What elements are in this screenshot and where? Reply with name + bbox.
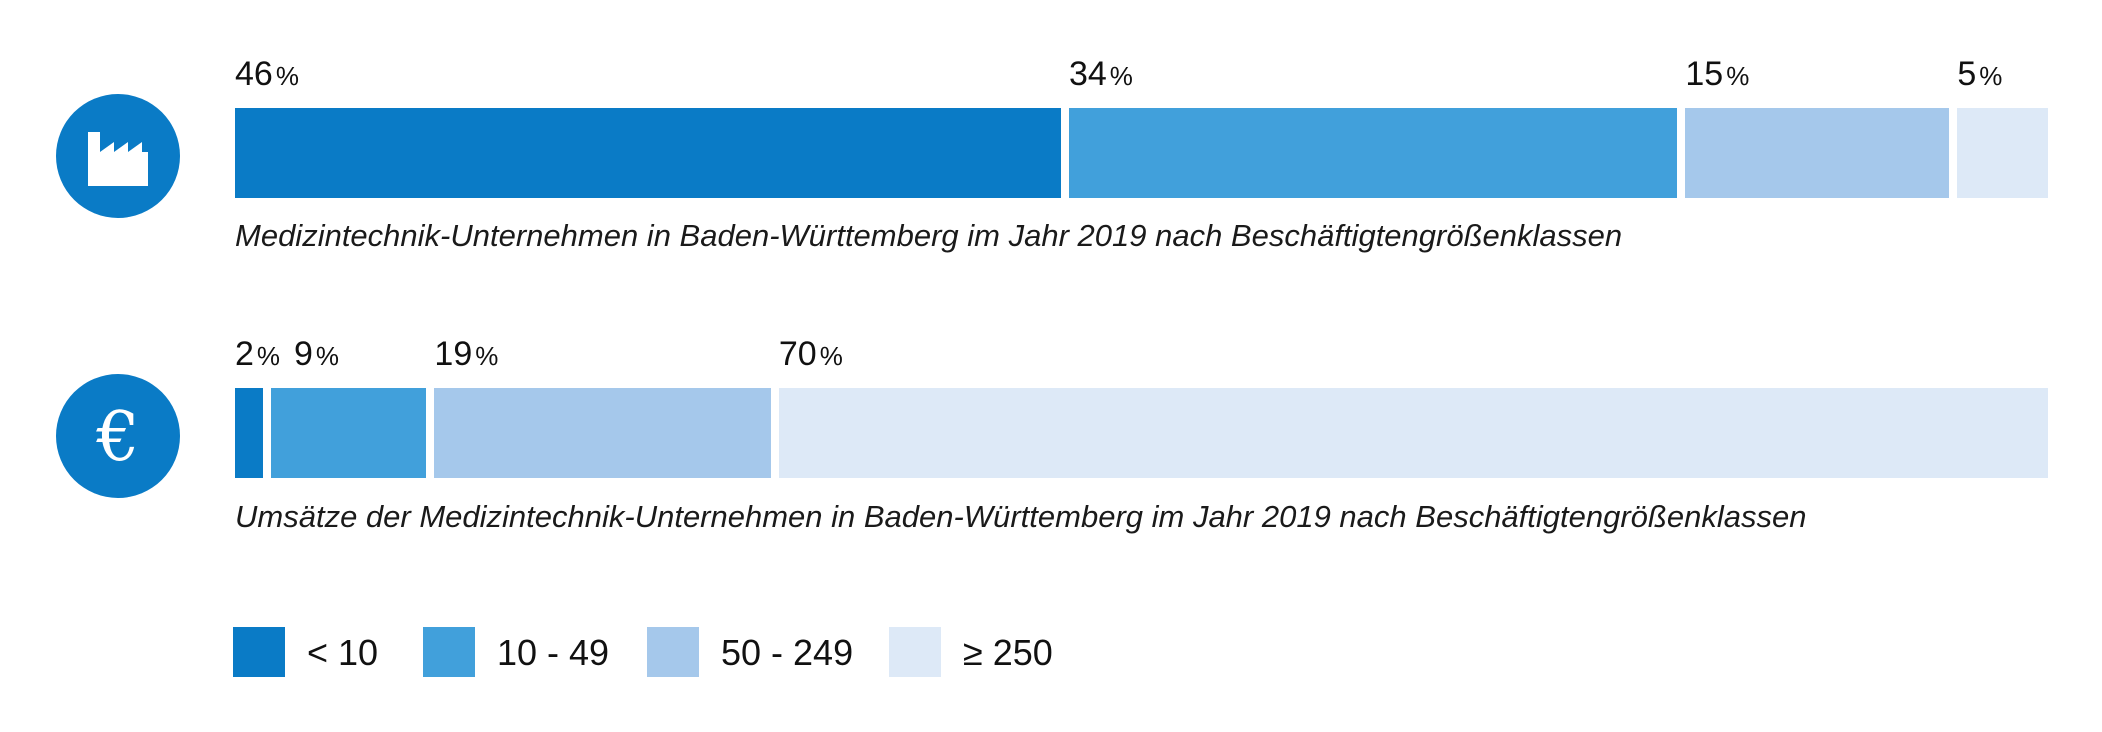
percent-label: 5% bbox=[1957, 54, 2002, 96]
percent-unit: % bbox=[475, 341, 499, 371]
percent-unit: % bbox=[256, 341, 281, 371]
bar-segment bbox=[271, 388, 427, 478]
percent-unit: % bbox=[1979, 61, 2003, 91]
svg-text:€: € bbox=[95, 398, 139, 477]
bar-segment bbox=[1685, 108, 1950, 198]
legend-swatch bbox=[233, 627, 285, 677]
legend-label: ≥ 250 bbox=[963, 632, 1053, 673]
legend-label: 50 - 249 bbox=[721, 632, 854, 673]
percent-value: 5 bbox=[1957, 55, 1977, 93]
percent-value: 15 bbox=[1685, 55, 1724, 93]
percent-value: 19 bbox=[434, 335, 473, 373]
bar-segment bbox=[235, 388, 264, 478]
bar-segment bbox=[1957, 108, 2048, 198]
percent-unit: % bbox=[1109, 61, 1133, 91]
employees-caption: Medizintechnik-Unternehmen in Baden-Würt… bbox=[235, 218, 1623, 253]
revenue-caption: Umsätze der Medizintechnik-Unternehmen i… bbox=[235, 499, 1807, 534]
percent-label: 19% bbox=[434, 334, 498, 376]
employees-chart: 46% 34% 15% 5% Medizintechnik-Unternehmen i… bbox=[0, 40, 2102, 300]
percent-unit: % bbox=[315, 341, 340, 371]
euro-icon: € bbox=[56, 374, 180, 498]
factory-icon bbox=[56, 94, 180, 218]
percent-value: 70 bbox=[778, 335, 817, 373]
percent-value: 46 bbox=[235, 55, 273, 93]
percent-label: 70% bbox=[779, 334, 843, 376]
legend-label: < 10 bbox=[307, 632, 379, 673]
percent-unit: % bbox=[1726, 61, 1750, 91]
percent-label: 46% bbox=[235, 54, 299, 96]
percent-label: 15% bbox=[1685, 54, 1749, 96]
bar-segment bbox=[235, 108, 1061, 198]
percent-label: 2% bbox=[235, 334, 280, 376]
percent-unit: % bbox=[275, 61, 299, 91]
percent-unit: % bbox=[819, 341, 843, 371]
percent-value: 2 bbox=[235, 335, 254, 373]
percent-label: 34% bbox=[1069, 54, 1133, 96]
percent-value: 34 bbox=[1068, 55, 1107, 93]
bar-segment bbox=[1068, 108, 1678, 198]
legend-swatch bbox=[647, 627, 699, 677]
percent-value: 9 bbox=[294, 335, 313, 373]
legend-label: 10 - 49 bbox=[497, 632, 610, 673]
revenue-chart: € 2% 9% 19% 70% Umsätze der Medizintechnik-… bbox=[0, 320, 2102, 580]
legend-swatch bbox=[423, 627, 475, 677]
bar-segment bbox=[778, 388, 2048, 478]
legend-swatch bbox=[889, 627, 941, 677]
percent-label: 9% bbox=[294, 334, 339, 376]
bar-segment bbox=[434, 388, 771, 478]
